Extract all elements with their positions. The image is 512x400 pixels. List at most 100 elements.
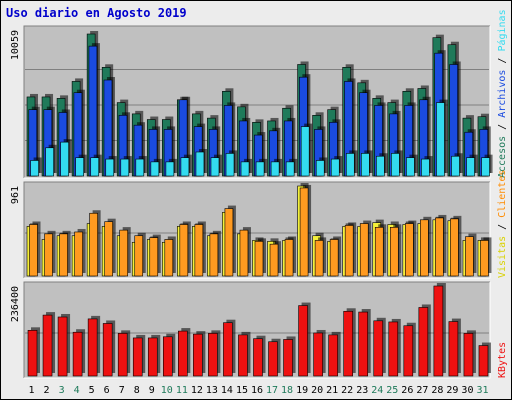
bar-páginas-7 xyxy=(120,158,130,177)
y-max-label: 10059 xyxy=(10,30,21,60)
x-tick-label: 23 xyxy=(356,385,368,396)
bar-clientes-23 xyxy=(359,223,369,277)
bar-kbytes-1 xyxy=(27,330,38,377)
legend-label-part: / xyxy=(497,52,508,70)
x-tick-label: 27 xyxy=(416,385,428,396)
legend-label-part: Accesos xyxy=(497,136,508,178)
bar-clientes-26 xyxy=(405,223,414,277)
bar-kbytes-22 xyxy=(343,310,353,377)
bar-páginas-21 xyxy=(330,158,340,177)
bar-clientes-16 xyxy=(254,241,264,277)
bar-páginas-10 xyxy=(165,161,175,177)
bar-clientes-8 xyxy=(134,235,144,277)
legend-label-part: Visitas xyxy=(497,236,508,278)
bar-clientes-2 xyxy=(44,233,53,277)
bar-clientes-17 xyxy=(269,243,279,277)
panel-accesos-archivos-paginas-shadow xyxy=(23,25,490,178)
legend-label-2: KBytes xyxy=(497,342,508,378)
bar-kbytes-18 xyxy=(283,339,293,377)
x-tick-label: 20 xyxy=(311,385,323,396)
x-tick-label: 25 xyxy=(386,385,398,396)
legend-label-part: Archivos xyxy=(497,70,508,118)
bar-kbytes-20 xyxy=(313,332,323,377)
x-tick-label: 31 xyxy=(476,385,488,396)
bar-clientes-4 xyxy=(74,231,83,277)
bar-kbytes-29 xyxy=(448,321,459,377)
x-tick-label: 14 xyxy=(221,385,233,396)
bar-kbytes-4 xyxy=(72,331,83,377)
legend-label-0: Accesos / Archivos / Páginas xyxy=(496,9,508,178)
bar-kbytes-6 xyxy=(102,323,113,377)
bar-clientes-18 xyxy=(284,239,294,277)
panel-kbytes-highlight xyxy=(24,282,491,379)
x-tick-label: 9 xyxy=(149,385,155,396)
x-tick-label: 12 xyxy=(191,385,203,396)
bar-kbytes-5 xyxy=(87,318,98,377)
bar-kbytes-21 xyxy=(328,334,338,377)
bar-páginas-2 xyxy=(45,147,54,177)
legend-label-part: / xyxy=(497,118,508,136)
bar-kbytes-9 xyxy=(147,337,158,377)
bar-kbytes-31 xyxy=(478,345,489,377)
legend-label-part: Clientes xyxy=(497,170,508,218)
legend-label-part: KBytes xyxy=(497,342,508,378)
bar-páginas-13 xyxy=(210,157,220,177)
bar-páginas-31 xyxy=(481,157,490,177)
bar-páginas-27 xyxy=(421,158,430,177)
bar-clientes-20 xyxy=(314,240,324,277)
bar-clientes-31 xyxy=(480,240,489,277)
x-tick-label: 15 xyxy=(236,385,248,396)
bar-kbytes-8 xyxy=(132,337,143,377)
bar-páginas-6 xyxy=(105,158,115,177)
bar-kbytes-2 xyxy=(42,314,53,377)
bar-clientes-9 xyxy=(149,237,159,277)
legend-label-part: Páginas xyxy=(496,9,508,51)
x-tick-label: 29 xyxy=(446,385,458,396)
bar-kbytes-25 xyxy=(388,321,399,377)
x-tick-label: 6 xyxy=(104,385,110,396)
bar-páginas-5 xyxy=(90,157,100,177)
bar-clientes-6 xyxy=(104,221,113,277)
bar-kbytes-28 xyxy=(433,285,444,377)
bar-kbytes-3 xyxy=(57,316,68,377)
bar-páginas-11 xyxy=(180,157,190,177)
bar-kbytes-15 xyxy=(238,334,248,377)
bar-kbytes-24 xyxy=(373,320,384,377)
chart-title: Uso diario en Agosto 2019 xyxy=(6,6,187,20)
x-tick-label: 26 xyxy=(401,385,413,396)
bar-clientes-3 xyxy=(59,233,68,277)
x-tick-label: 22 xyxy=(341,385,353,396)
bar-páginas-25 xyxy=(391,153,400,177)
bar-páginas-1 xyxy=(30,160,39,177)
bar-kbytes-26 xyxy=(403,325,414,377)
x-tick-label: 19 xyxy=(296,385,308,396)
bar-clientes-11 xyxy=(179,224,189,277)
bar-kbytes-7 xyxy=(117,333,128,377)
panel-visitas-clientes-highlight xyxy=(24,182,491,279)
bar-páginas-3 xyxy=(60,141,69,177)
bar-páginas-22 xyxy=(345,153,355,177)
bar-clientes-10 xyxy=(164,239,174,277)
bar-páginas-20 xyxy=(315,160,325,177)
bar-páginas-24 xyxy=(376,155,385,177)
x-tick-label: 10 xyxy=(161,385,173,396)
x-tick-label: 18 xyxy=(281,385,293,396)
x-tick-label: 5 xyxy=(89,385,95,396)
bar-kbytes-23 xyxy=(358,311,369,377)
x-tick-label: 24 xyxy=(371,385,383,396)
bar-kbytes-17 xyxy=(268,341,278,377)
bar-clientes-22 xyxy=(344,225,354,277)
bar-páginas-16 xyxy=(255,161,265,177)
bar-clientes-19 xyxy=(299,187,309,277)
bar-kbytes-11 xyxy=(178,330,188,377)
bar-páginas-12 xyxy=(195,151,205,177)
bar-kbytes-13 xyxy=(208,333,218,377)
bar-clientes-5 xyxy=(89,212,98,277)
x-tick-label: 1 xyxy=(29,385,35,396)
bar-kbytes-14 xyxy=(223,322,233,377)
bar-clientes-7 xyxy=(119,229,128,277)
y-max-label: 236400 xyxy=(10,286,21,322)
x-tick-label: 17 xyxy=(266,385,278,396)
bar-páginas-28 xyxy=(436,102,445,177)
